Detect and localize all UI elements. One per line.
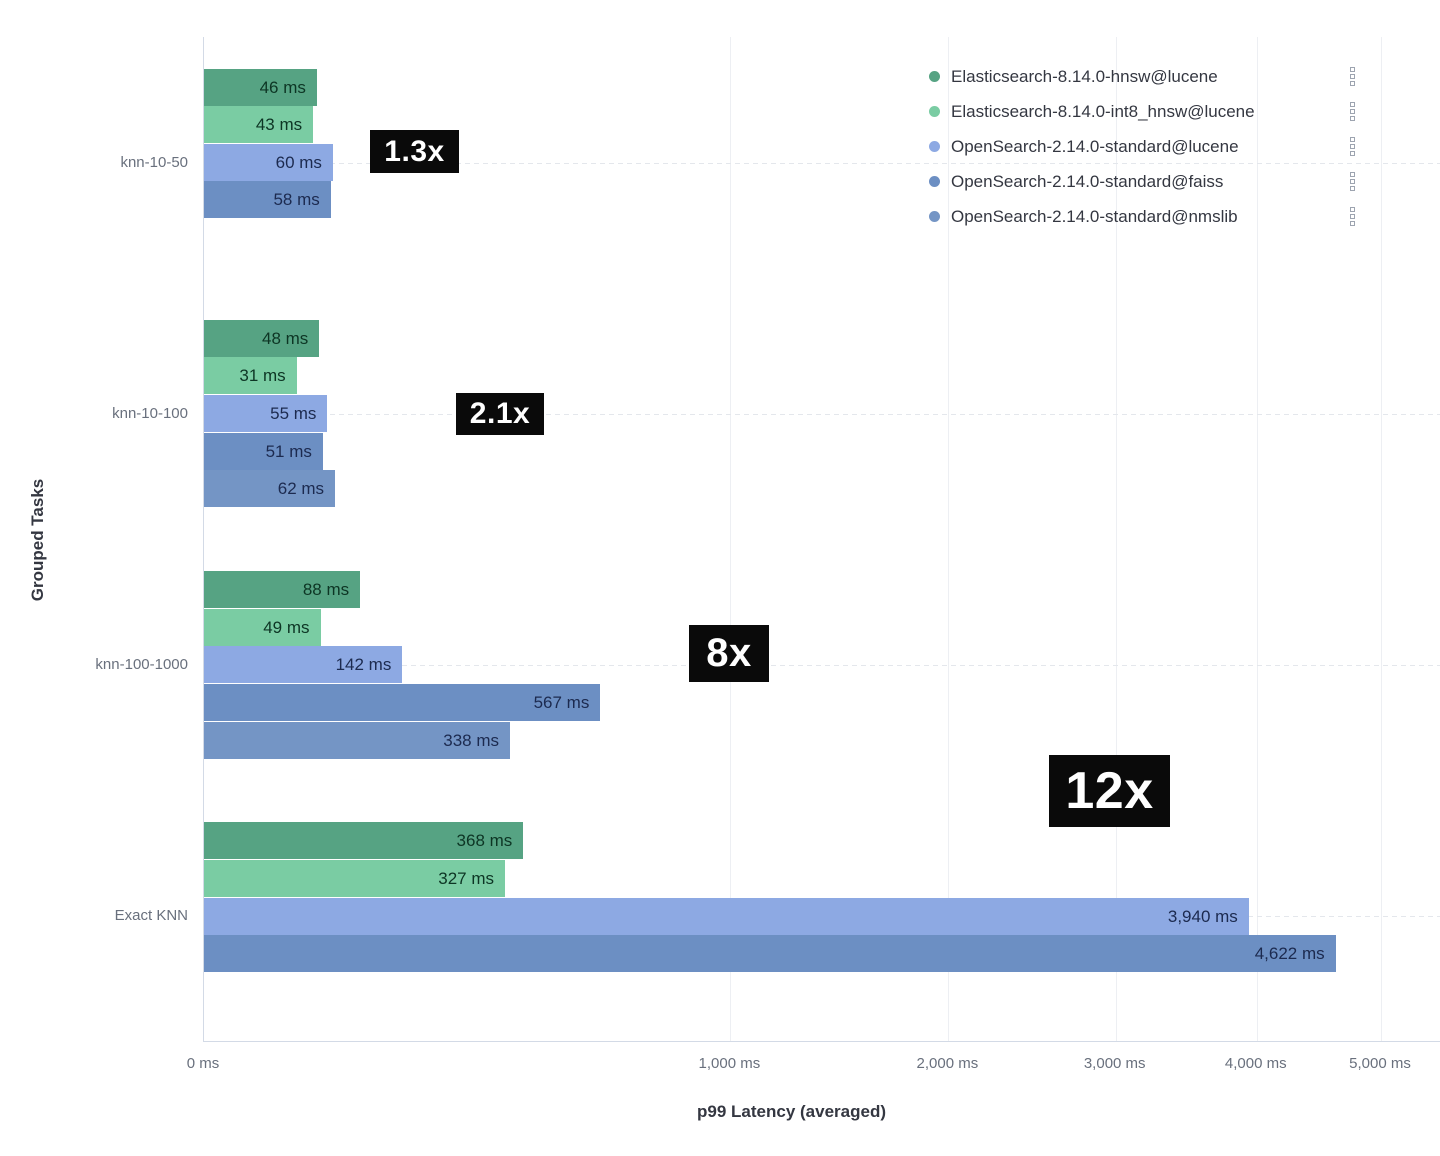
plot-area: 46 ms 43 ms 60 ms 58 ms 48 ms 31 ms 55 ms 51 ms…: [203, 37, 1440, 1042]
legend-item[interactable]: Elasticsearch-8.14.0-int8_hnsw@lucene: [929, 94, 1357, 129]
bar-value-label: 338 ms: [443, 730, 500, 750]
legend-color-dot-icon: [929, 106, 940, 117]
bar-value-label: 368 ms: [456, 831, 513, 851]
legend-item-label: OpenSearch-2.14.0-standard@nmslib: [951, 206, 1238, 226]
bar[interactable]: 49 ms: [204, 608, 321, 646]
bar-value-label: 46 ms: [259, 77, 306, 97]
vertical-gridline: [1115, 37, 1117, 1041]
bar[interactable]: 368 ms: [204, 822, 524, 860]
group-center-dashed-line: [204, 665, 1440, 667]
speedup-badge: 1.3x: [370, 130, 459, 173]
x-tick-label: 1,000 ms: [698, 1055, 761, 1072]
vertical-gridline: [1381, 37, 1382, 1041]
x-tick-label: 3,000 ms: [1083, 1055, 1146, 1072]
bar-value-label: 88 ms: [302, 580, 350, 600]
bar-value-label: 3,940 ms: [1167, 906, 1238, 926]
bar[interactable]: 4,622 ms: [204, 935, 1336, 973]
bar-value-label: 43 ms: [255, 115, 303, 135]
bar[interactable]: 58 ms: [204, 181, 331, 219]
legend-item-label: Elasticsearch-8.14.0-int8_hnsw@lucene: [951, 101, 1255, 121]
bar[interactable]: 48 ms: [204, 319, 320, 357]
bar[interactable]: 55 ms: [204, 395, 328, 433]
bar-value-label: 60 ms: [275, 152, 322, 172]
bar[interactable]: 60 ms: [204, 143, 333, 181]
x-tick-label: 4,000 ms: [1224, 1055, 1287, 1072]
drag-handle-icon[interactable]: [1348, 204, 1357, 229]
category-label: knn-10-50: [120, 153, 188, 171]
x-tick-label: 0 ms: [186, 1055, 220, 1072]
bar-value-label: 4,622 ms: [1254, 944, 1325, 964]
bar-value-label: 51 ms: [265, 441, 312, 461]
bar[interactable]: 31 ms: [204, 357, 297, 395]
legend: Elasticsearch-8.14.0-hnsw@lucene Elastics…: [929, 59, 1357, 234]
drag-handle-icon[interactable]: [1348, 169, 1357, 194]
legend-color-dot-icon: [929, 211, 940, 222]
bar-value-label: 49 ms: [263, 617, 310, 637]
legend-item[interactable]: OpenSearch-2.14.0-standard@lucene: [929, 129, 1357, 164]
bar[interactable]: 567 ms: [204, 683, 601, 721]
speedup-badge: 8x: [689, 625, 769, 682]
x-tick-label: 5,000 ms: [1349, 1055, 1411, 1072]
drag-handle-icon[interactable]: [1348, 64, 1357, 89]
speedup-badge: 2.1x: [456, 393, 544, 435]
bar-value-label: 62 ms: [277, 479, 325, 499]
bar-value-label: 31 ms: [239, 366, 286, 386]
bar-value-label: 567 ms: [533, 692, 590, 712]
legend-item-label: Elasticsearch-8.14.0-hnsw@lucene: [951, 66, 1218, 86]
x-axis-title: p99 Latency (averaged): [697, 1102, 886, 1121]
bar[interactable]: 3,940 ms: [204, 897, 1249, 935]
bar-value-label: 55 ms: [270, 404, 317, 424]
category-label: knn-100-1000: [95, 656, 188, 674]
bar[interactable]: 51 ms: [204, 432, 323, 470]
bar-value-label: 142 ms: [335, 655, 392, 675]
bar[interactable]: 327 ms: [204, 859, 505, 897]
x-tick-label: 2,000 ms: [916, 1055, 979, 1072]
legend-color-dot-icon: [929, 176, 940, 187]
vertical-gridline: [730, 37, 732, 1041]
bar-value-label: 58 ms: [273, 190, 320, 210]
category-label: Exact KNN: [114, 907, 188, 925]
bar[interactable]: 338 ms: [204, 721, 511, 759]
legend-color-dot-icon: [929, 71, 940, 82]
legend-color-dot-icon: [929, 141, 940, 152]
bar-value-label: 48 ms: [262, 328, 309, 348]
bar-value-label: 327 ms: [438, 868, 494, 888]
drag-handle-icon[interactable]: [1348, 134, 1357, 159]
legend-item[interactable]: OpenSearch-2.14.0-standard@nmslib: [929, 199, 1357, 234]
legend-item[interactable]: OpenSearch-2.14.0-standard@faiss: [929, 164, 1357, 199]
speedup-badge: 12x: [1049, 755, 1170, 827]
vertical-gridline: [1256, 37, 1258, 1041]
bar[interactable]: 43 ms: [204, 106, 314, 144]
bar[interactable]: 142 ms: [204, 646, 403, 684]
legend-item-label: OpenSearch-2.14.0-standard@lucene: [951, 136, 1239, 156]
legend-item[interactable]: Elasticsearch-8.14.0-hnsw@lucene: [929, 59, 1357, 94]
legend-item-label: OpenSearch-2.14.0-standard@faiss: [951, 171, 1224, 191]
y-axis-title: Grouped Tasks: [28, 478, 47, 602]
vertical-gridline: [948, 37, 950, 1041]
bar[interactable]: 46 ms: [204, 68, 317, 106]
bar[interactable]: 62 ms: [204, 470, 336, 508]
drag-handle-icon[interactable]: [1348, 99, 1357, 124]
group-center-dashed-line: [204, 162, 1440, 164]
category-label: knn-10-100: [112, 404, 188, 422]
bar[interactable]: 88 ms: [204, 571, 361, 609]
group-center-dashed-line: [204, 413, 1440, 415]
